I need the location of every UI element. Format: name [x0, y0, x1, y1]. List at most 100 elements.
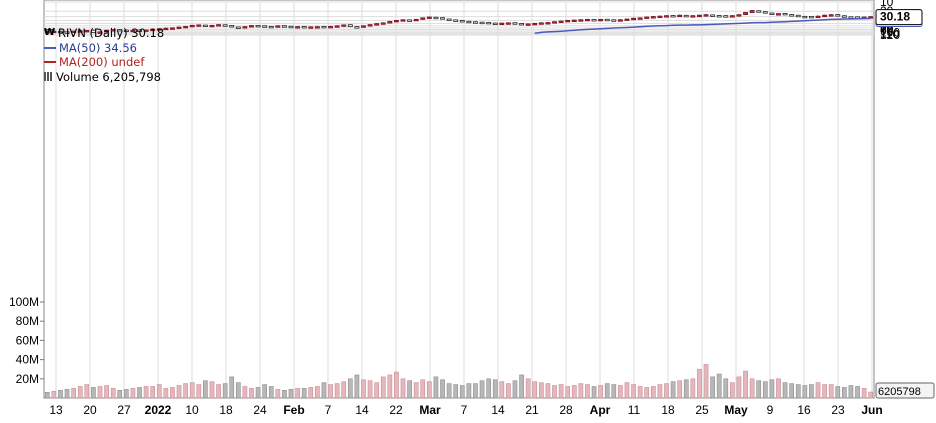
candle-up [90, 29, 96, 33]
candle-down [380, 22, 386, 25]
candle-up [281, 25, 287, 28]
volume-bar [479, 380, 485, 399]
volume-bar [137, 387, 142, 399]
volume-bar [710, 376, 715, 399]
candle-up [301, 26, 307, 29]
x-tick-label: 16 [797, 403, 811, 417]
volume-bar [459, 385, 465, 399]
volume-bar [611, 384, 617, 399]
volume-bar [512, 380, 518, 399]
volume-bar [374, 382, 380, 399]
candle-down [565, 20, 571, 23]
volume-value-label: 6205798 [878, 386, 921, 398]
candle-up [604, 18, 610, 22]
volume-tick-label: 60M [16, 333, 39, 347]
candle-down [361, 25, 366, 28]
x-tick-label: 24 [253, 403, 267, 417]
volume-bar [730, 382, 735, 399]
chart-legend: ₩ RIVN (Daily) 30.18 MA(50) 34.56 MA(200… [44, 26, 164, 84]
candle-up [802, 15, 808, 19]
candle-down [631, 17, 637, 21]
legend-title: RIVN (Daily) 30.18 [58, 26, 165, 40]
candle-up [354, 26, 360, 29]
volume-bar [413, 382, 419, 399]
x-tick-label: Apr [590, 403, 611, 417]
candle-down [44, 31, 50, 34]
volume-bar [664, 383, 669, 399]
candle-down [393, 20, 399, 23]
candle-down [275, 25, 281, 28]
candle-down [216, 24, 222, 27]
volume-bar [196, 384, 202, 399]
x-tick-label: 18 [661, 403, 675, 417]
candle-up [137, 29, 142, 32]
volume-bar [64, 389, 70, 399]
volume-bar [591, 386, 597, 399]
volume-bar [545, 383, 551, 399]
candle-down [413, 18, 419, 22]
candle-down [374, 23, 380, 26]
volume-bar [578, 383, 584, 399]
x-tick-label: 25 [695, 403, 709, 417]
candle-down [341, 24, 347, 27]
candle-down [249, 25, 254, 28]
candle-down [585, 18, 590, 22]
x-tick-label: 2022 [145, 403, 172, 417]
x-tick-label: Jun [861, 403, 882, 417]
candle-up [611, 19, 617, 22]
volume-bar [499, 381, 505, 399]
volume-tick-label: 80M [16, 314, 39, 328]
candle-up [440, 17, 445, 20]
candle-down [624, 18, 630, 21]
candle-down [110, 29, 116, 32]
price-tick-label: 90 [880, 24, 894, 38]
candle-up [762, 11, 768, 14]
volume-bar [552, 385, 557, 399]
volume-bar [170, 387, 175, 399]
volume-bar [848, 385, 854, 399]
candle-down [657, 15, 663, 19]
volume-bar [156, 384, 162, 399]
volume-bar [51, 390, 57, 399]
candle-up [229, 25, 235, 28]
volume-bar [776, 378, 781, 399]
x-tick-label: 7 [325, 403, 332, 417]
volume-bar [618, 385, 623, 399]
candle-down [183, 26, 189, 29]
volume-bar [769, 379, 775, 399]
legend-ma200: MA(200) undef [59, 55, 145, 69]
volume-bar [347, 378, 353, 399]
price-tick-label: 100 [880, 26, 900, 40]
volume-bar [473, 383, 478, 399]
volume-bar [677, 380, 683, 399]
candle-down [571, 19, 577, 22]
candle-down [664, 15, 669, 18]
volume-bar [433, 376, 439, 399]
volume-bar [558, 384, 564, 399]
candle-down [743, 12, 748, 16]
candle-up [446, 18, 452, 21]
volume-bar [321, 382, 327, 399]
volume-bar [736, 376, 742, 399]
candle-down [156, 28, 162, 31]
candle-down [77, 30, 83, 33]
candle-down [196, 24, 202, 27]
volume-tick-label: 100M [9, 295, 39, 309]
volume-bar [130, 388, 136, 399]
volume-bar [58, 390, 63, 399]
x-tick-label: 28 [559, 403, 573, 417]
volume-bar [782, 382, 788, 399]
candle-down [367, 24, 373, 27]
volume-bar [716, 373, 722, 399]
candle-down [308, 26, 314, 29]
candle-up [756, 10, 762, 13]
volume-bar [743, 370, 748, 399]
x-tick-label: 18 [219, 403, 233, 417]
candle-down [696, 14, 702, 18]
volume-bar [723, 378, 729, 399]
volume-bar [242, 386, 248, 399]
candle-up [670, 15, 676, 18]
volume-bar [150, 386, 156, 399]
volume-bar [492, 379, 498, 399]
